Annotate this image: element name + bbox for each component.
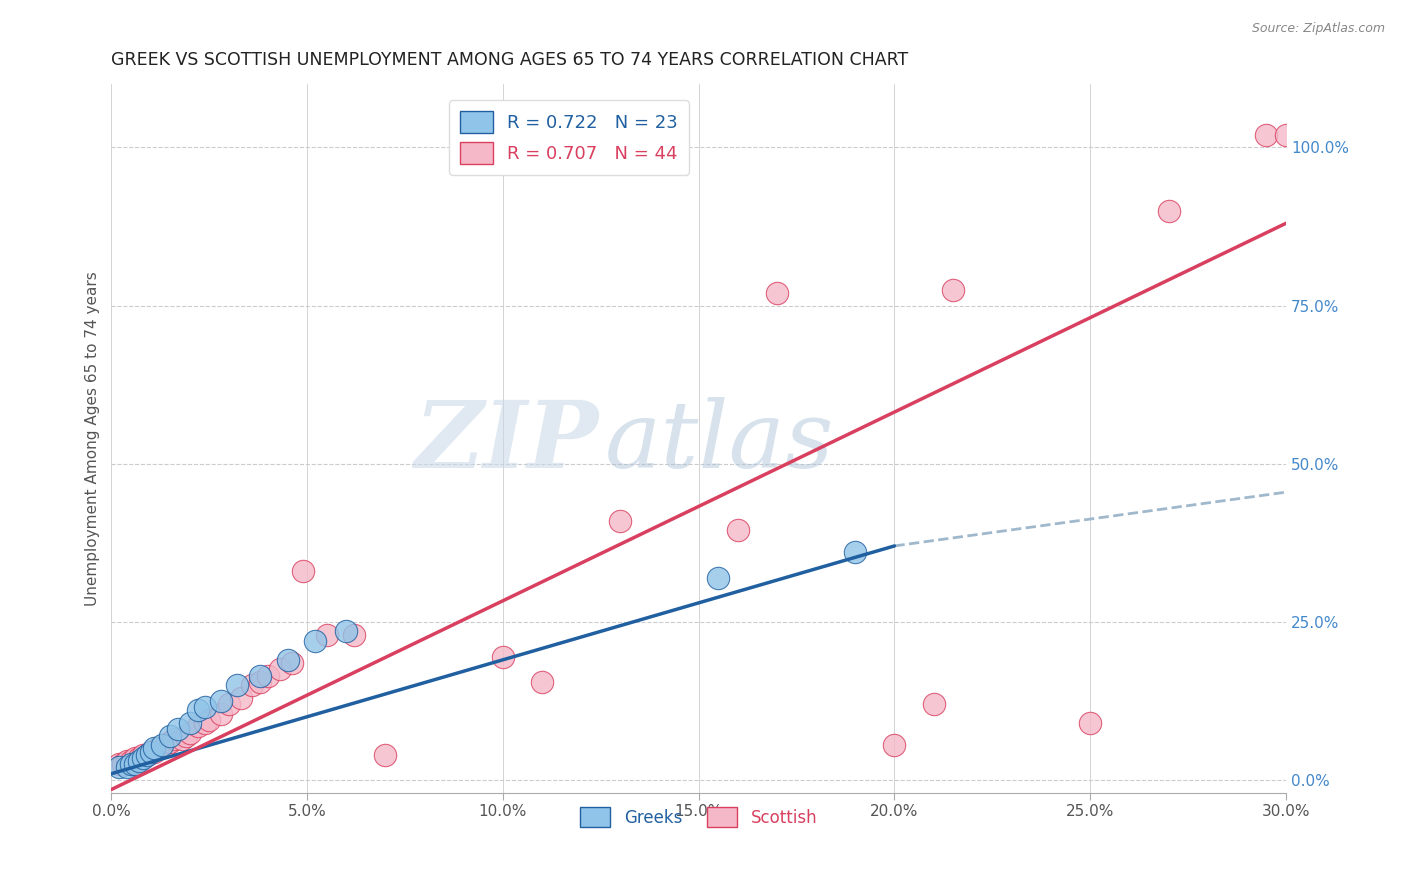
Point [194,716,217,731]
Point [108,757,131,772]
Point [132,751,155,765]
Point [343,627,366,641]
Point [150,738,173,752]
Point [115,754,138,768]
Point [155,738,177,752]
Point [492,649,515,664]
Point [209,694,232,708]
Point [257,668,280,682]
Point [139,745,162,759]
Point [1275,128,1298,142]
Point [179,716,201,731]
Point [159,729,181,743]
Point [143,741,166,756]
Point [218,697,240,711]
Point [844,545,866,559]
Point [707,570,730,584]
Point [335,624,357,639]
Point [942,283,965,297]
Point [135,747,157,762]
Point [269,662,291,676]
Point [159,735,181,749]
Point [304,633,326,648]
Point [120,754,142,768]
Point [280,656,302,670]
Point [1078,716,1101,731]
Point [225,678,247,692]
Point [128,751,150,765]
Point [1157,203,1180,218]
Point [209,706,232,721]
Point [609,514,631,528]
Point [108,760,131,774]
Point [240,678,263,692]
Point [1256,128,1278,142]
Point [766,285,789,300]
Point [194,700,217,714]
Point [531,675,554,690]
Point [249,668,271,682]
Point [132,747,155,762]
Point [174,729,197,743]
Point [124,757,146,772]
Point [120,757,142,772]
Point [115,760,138,774]
Point [128,754,150,768]
Point [198,713,221,727]
Point [163,731,186,746]
Text: Source: ZipAtlas.com: Source: ZipAtlas.com [1251,22,1385,36]
Point [229,690,252,705]
Point [727,523,749,537]
Point [883,738,905,752]
Point [170,731,193,746]
Point [187,703,209,717]
Point [374,747,396,762]
Point [135,747,157,762]
Point [277,653,299,667]
Text: GREEK VS SCOTTISH UNEMPLOYMENT AMONG AGES 65 TO 74 YEARS CORRELATION CHART: GREEK VS SCOTTISH UNEMPLOYMENT AMONG AGE… [111,51,908,69]
Point [112,757,135,772]
Y-axis label: Unemployment Among Ages 65 to 74 years: Unemployment Among Ages 65 to 74 years [86,271,100,606]
Point [179,725,201,739]
Point [315,627,337,641]
Legend: Greeks, Scottish: Greeks, Scottish [574,800,824,834]
Point [922,697,945,711]
Text: ZIP: ZIP [415,397,599,487]
Point [187,719,209,733]
Point [292,564,315,578]
Point [139,745,162,759]
Point [249,675,271,690]
Text: atlas: atlas [605,397,834,487]
Point [143,745,166,759]
Point [167,723,190,737]
Point [148,741,170,756]
Point [124,751,146,765]
